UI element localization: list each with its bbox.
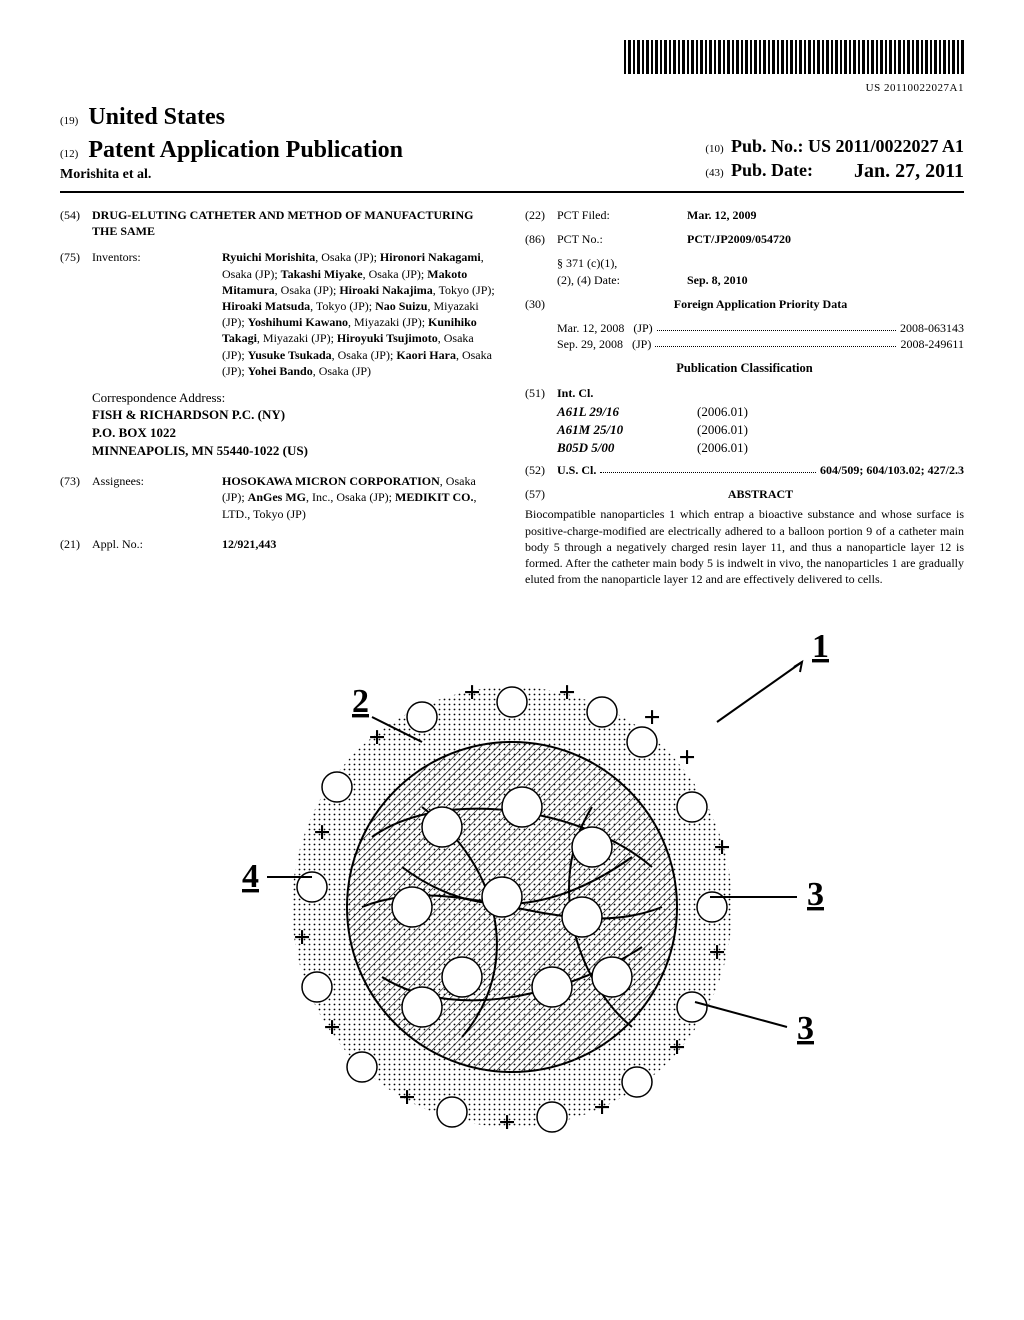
code-21: (21): [60, 536, 92, 552]
priority-row: Mar. 12, 2008 (JP)2008-063143: [557, 320, 964, 336]
barcode-region: US 20110022027A1: [60, 40, 964, 95]
divider: [60, 191, 964, 193]
s371-label: § 371 (c)(1), (2), (4) Date:: [557, 255, 687, 287]
field-52: (52) U.S. Cl. 604/509; 604/103.02; 427/2…: [525, 462, 964, 478]
field-371: § 371 (c)(1), (2), (4) Date: Sep. 8, 201…: [525, 255, 964, 287]
author-line: Morishita et al.: [60, 166, 403, 185]
pubno-value: US 2011/0022027 A1: [808, 136, 964, 156]
leader-dots: [600, 462, 816, 473]
intcl-row: A61M 25/10(2006.01): [557, 421, 964, 439]
field-22: (22) PCT Filed: Mar. 12, 2009: [525, 207, 964, 223]
svg-text:+: +: [398, 1081, 415, 1114]
code-57: (57): [525, 486, 557, 502]
field-57: (57) ABSTRACT: [525, 486, 964, 502]
correspondence-value: FISH & RICHARDSON P.C. (NY) P.O. BOX 102…: [92, 406, 499, 459]
svg-text:+: +: [498, 1106, 515, 1139]
field-21: (21) Appl. No.: 12/921,443: [60, 536, 499, 552]
svg-text:+: +: [313, 816, 330, 849]
svg-text:+: +: [558, 676, 575, 709]
doc-type: Patent Application Publication: [88, 137, 403, 163]
code-86: (86): [525, 231, 557, 247]
svg-text:+: +: [368, 721, 385, 754]
svg-text:+: +: [593, 1091, 610, 1124]
assignees-label: Assignees:: [92, 473, 222, 522]
svg-text:+: +: [643, 701, 660, 734]
figure-label-1: 1: [812, 628, 829, 665]
svg-text:+: +: [323, 1011, 340, 1044]
uscl-label: U.S. Cl.: [557, 462, 596, 478]
abstract-heading: ABSTRACT: [557, 486, 964, 502]
pctno-value: PCT/JP2009/054720: [687, 231, 964, 247]
code-54: (54): [60, 207, 92, 239]
barcode-graphic: [624, 40, 964, 74]
invention-title: DRUG-ELUTING CATHETER AND METHOD OF MANU…: [92, 207, 499, 239]
pctfiled-label: PCT Filed:: [557, 207, 687, 223]
svg-text:+: +: [463, 676, 480, 709]
header-left: (19) United States (12) Patent Applicati…: [60, 101, 403, 185]
field-51: (51) Int. Cl.: [525, 385, 964, 401]
pubno-label: Pub. No.:: [731, 136, 804, 156]
intcl-label: Int. Cl.: [557, 385, 964, 401]
s371-value: Sep. 8, 2010: [687, 272, 964, 288]
applno-label: Appl. No.:: [92, 536, 222, 552]
priority-list: Mar. 12, 2008 (JP)2008-063143Sep. 29, 20…: [557, 320, 964, 352]
figure-label-4: 4: [242, 858, 259, 895]
barcode-number: US 20110022027A1: [60, 81, 964, 96]
svg-text:+: +: [668, 1031, 685, 1064]
correspondence-label: Correspondence Address:: [92, 389, 499, 407]
intcl-list: A61L 29/16(2006.01)A61M 25/10(2006.01)B0…: [557, 403, 964, 456]
foreign-priority-heading: Foreign Application Priority Data: [557, 296, 964, 312]
uscl-value: 604/509; 604/103.02; 427/2.3: [820, 462, 964, 478]
assignees-value: HOSOKAWA MICRON CORPORATION, Osaka (JP);…: [222, 473, 499, 522]
intcl-row: A61L 29/16(2006.01): [557, 403, 964, 421]
header-block: (19) United States (12) Patent Applicati…: [60, 101, 964, 185]
code-19: (19): [60, 115, 78, 127]
priority-row: Sep. 29, 2008 (JP)2008-249611: [557, 336, 964, 352]
intcl-row: B05D 5/00(2006.01): [557, 439, 964, 457]
left-column: (54) DRUG-ELUTING CATHETER AND METHOD OF…: [60, 207, 499, 587]
pctno-label: PCT No.:: [557, 231, 687, 247]
inventors-value: Ryuichi Morishita, Osaka (JP); Hironori …: [222, 249, 499, 379]
bibliographic-columns: (54) DRUG-ELUTING CATHETER AND METHOD OF…: [60, 207, 964, 587]
svg-text:+: +: [708, 936, 725, 969]
code-12: (12): [60, 148, 78, 160]
abstract-text: Biocompatible nanoparticles 1 which entr…: [525, 506, 964, 587]
figure-label-2: 2: [352, 683, 369, 720]
code-22: (22): [525, 207, 557, 223]
code-75: (75): [60, 249, 92, 379]
pubclass-heading: Publication Classification: [525, 360, 964, 377]
code-43: (43): [705, 167, 723, 179]
right-column: (22) PCT Filed: Mar. 12, 2009 (86) PCT N…: [525, 207, 964, 587]
code-73: (73): [60, 473, 92, 522]
code-51: (51): [525, 385, 557, 401]
field-54: (54) DRUG-ELUTING CATHETER AND METHOD OF…: [60, 207, 499, 239]
figure-label-3a: 3: [807, 876, 824, 913]
pubdate-label: Pub. Date:: [731, 160, 813, 180]
pubdate-value: Jan. 27, 2011: [854, 158, 964, 185]
svg-text:+: +: [678, 741, 695, 774]
field-75: (75) Inventors: Ryuichi Morishita, Osaka…: [60, 249, 499, 379]
code-30: (30): [525, 296, 557, 312]
code-10: (10): [705, 143, 723, 155]
figure-label-3b: 3: [797, 1010, 814, 1047]
code-52: (52): [525, 462, 557, 478]
patent-figure: + + + + + + + + + + + + + + 1 2 4 3 3: [60, 607, 964, 1172]
field-30: (30) Foreign Application Priority Data: [525, 296, 964, 312]
applno-value: 12/921,443: [222, 536, 499, 552]
svg-text:+: +: [293, 921, 310, 954]
nanoparticle-diagram: + + + + + + + + + + + + + + 1 2 4 3 3: [162, 607, 862, 1167]
inventors-label: Inventors:: [92, 249, 222, 379]
header-right: (10) Pub. No.: US 2011/0022027 A1 (43) P…: [705, 134, 964, 185]
correspondence-block: Correspondence Address: FISH & RICHARDSO…: [92, 389, 499, 459]
field-86: (86) PCT No.: PCT/JP2009/054720: [525, 231, 964, 247]
svg-text:+: +: [713, 831, 730, 864]
country-name: United States: [88, 104, 225, 130]
field-73: (73) Assignees: HOSOKAWA MICRON CORPORAT…: [60, 473, 499, 522]
pctfiled-value: Mar. 12, 2009: [687, 207, 964, 223]
